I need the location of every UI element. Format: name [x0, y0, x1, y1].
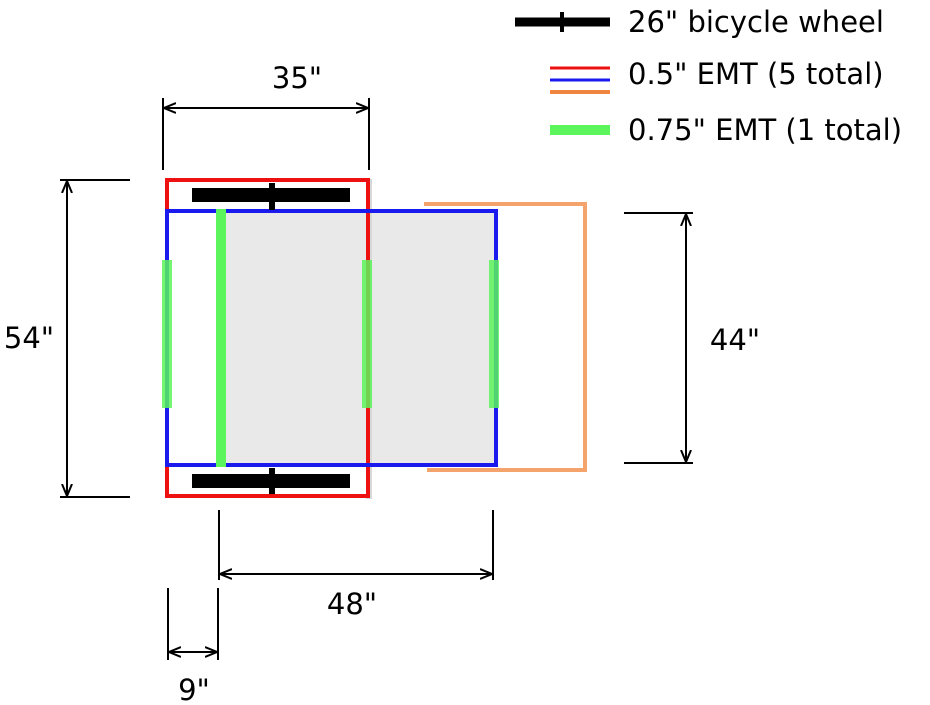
- dimension-left-label: 54": [4, 321, 54, 355]
- legend-wheel-label: 26" bicycle wheel: [628, 5, 884, 39]
- frame-fill: [220, 211, 496, 465]
- emt-half-legend-icon: [550, 66, 610, 94]
- dimension-right: [624, 212, 693, 464]
- orange-frame: [424, 202, 587, 472]
- dimension-bottom-label: 48": [327, 587, 377, 621]
- dimension-offset: [167, 588, 219, 660]
- top-wheel: [192, 183, 350, 210]
- wheel-legend-icon: [515, 12, 610, 32]
- dimension-bottom: [218, 510, 494, 580]
- dimension-top-label: 35": [272, 61, 322, 95]
- legend: 26" bicycle wheel 0.5" EMT (5 total) 0.7…: [515, 5, 902, 147]
- legend-emt-half-label: 0.5" EMT (5 total): [628, 57, 884, 91]
- bottom-wheel: [192, 468, 350, 494]
- green-pipes: [162, 209, 499, 467]
- dimension-offset-label: 9": [178, 673, 210, 705]
- dimension-left: [60, 179, 130, 498]
- legend-emt-three-quarter-label: 0.75" EMT (1 total): [628, 113, 902, 147]
- dimension-top: [162, 98, 370, 170]
- dimension-right-label: 44": [710, 323, 760, 357]
